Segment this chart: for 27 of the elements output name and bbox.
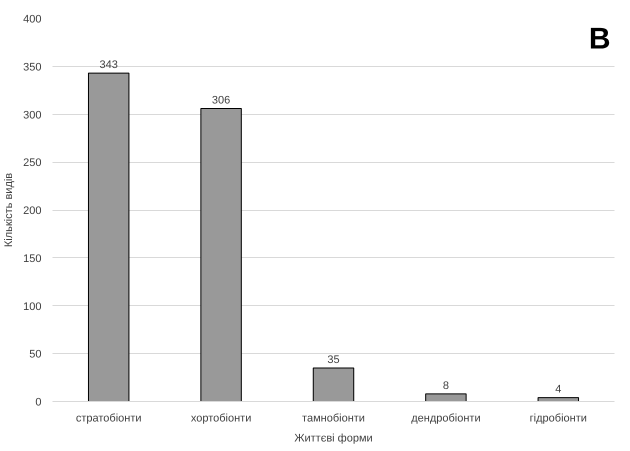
data-label: 343 [100,59,118,72]
x-axis-title: Життєві форми [294,432,373,444]
y-tick-label: 250 [23,157,42,170]
x-tick-label: хортобіонти [190,412,252,424]
y-tick-label: 150 [23,252,42,265]
data-label: 8 [442,380,449,392]
bar [200,108,242,402]
y-axis-title: Кількість видів [3,172,16,248]
data-label: 4 [555,384,562,396]
y-tick-label: 350 [23,61,42,74]
annotation: B [588,22,611,56]
x-tick-label: тамнобіонти [302,412,365,424]
x-tick-label: дендробіонти [411,412,481,424]
data-label: 306 [212,94,230,107]
y-tick-label: 100 [23,300,42,313]
y-tick-label: 400 [23,14,42,26]
bar [88,72,130,402]
bar [425,393,467,402]
y-tick-label: 200 [23,205,42,217]
x-tick-label: стратобіонти [76,412,142,424]
y-tick-label: 50 [29,348,42,361]
data-label: 35 [327,354,340,366]
bar [312,367,354,402]
y-tick-label: 300 [23,109,42,122]
y-tick-label: 0 [35,396,42,408]
bar [538,397,580,402]
x-tick-label: гідробіонти [530,412,587,424]
